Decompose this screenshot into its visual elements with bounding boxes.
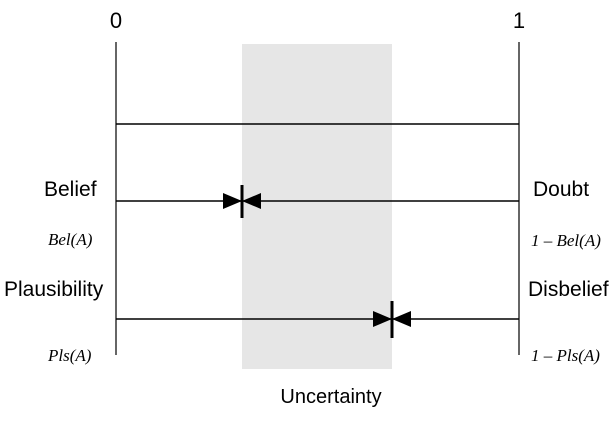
scale-min-label: 0 bbox=[110, 8, 122, 33]
plausibility-marker bbox=[373, 301, 411, 338]
plausibility-formula: Pls(A) bbox=[47, 346, 92, 365]
uncertainty-band bbox=[242, 44, 392, 369]
disbelief-formula: 1 – Pls(A) bbox=[531, 346, 600, 365]
belief-label: Belief bbox=[44, 178, 97, 201]
belief-formula: Bel(A) bbox=[48, 230, 93, 249]
doubt-formula: 1 – Bel(A) bbox=[531, 231, 601, 250]
plausibility-label: Plausibility bbox=[4, 278, 104, 301]
doubt-label: Doubt bbox=[533, 178, 589, 201]
belief-marker bbox=[223, 185, 261, 218]
disbelief-label: Disbelief bbox=[528, 278, 609, 301]
scale-max-label: 1 bbox=[513, 8, 525, 33]
uncertainty-label: Uncertainty bbox=[280, 386, 381, 408]
